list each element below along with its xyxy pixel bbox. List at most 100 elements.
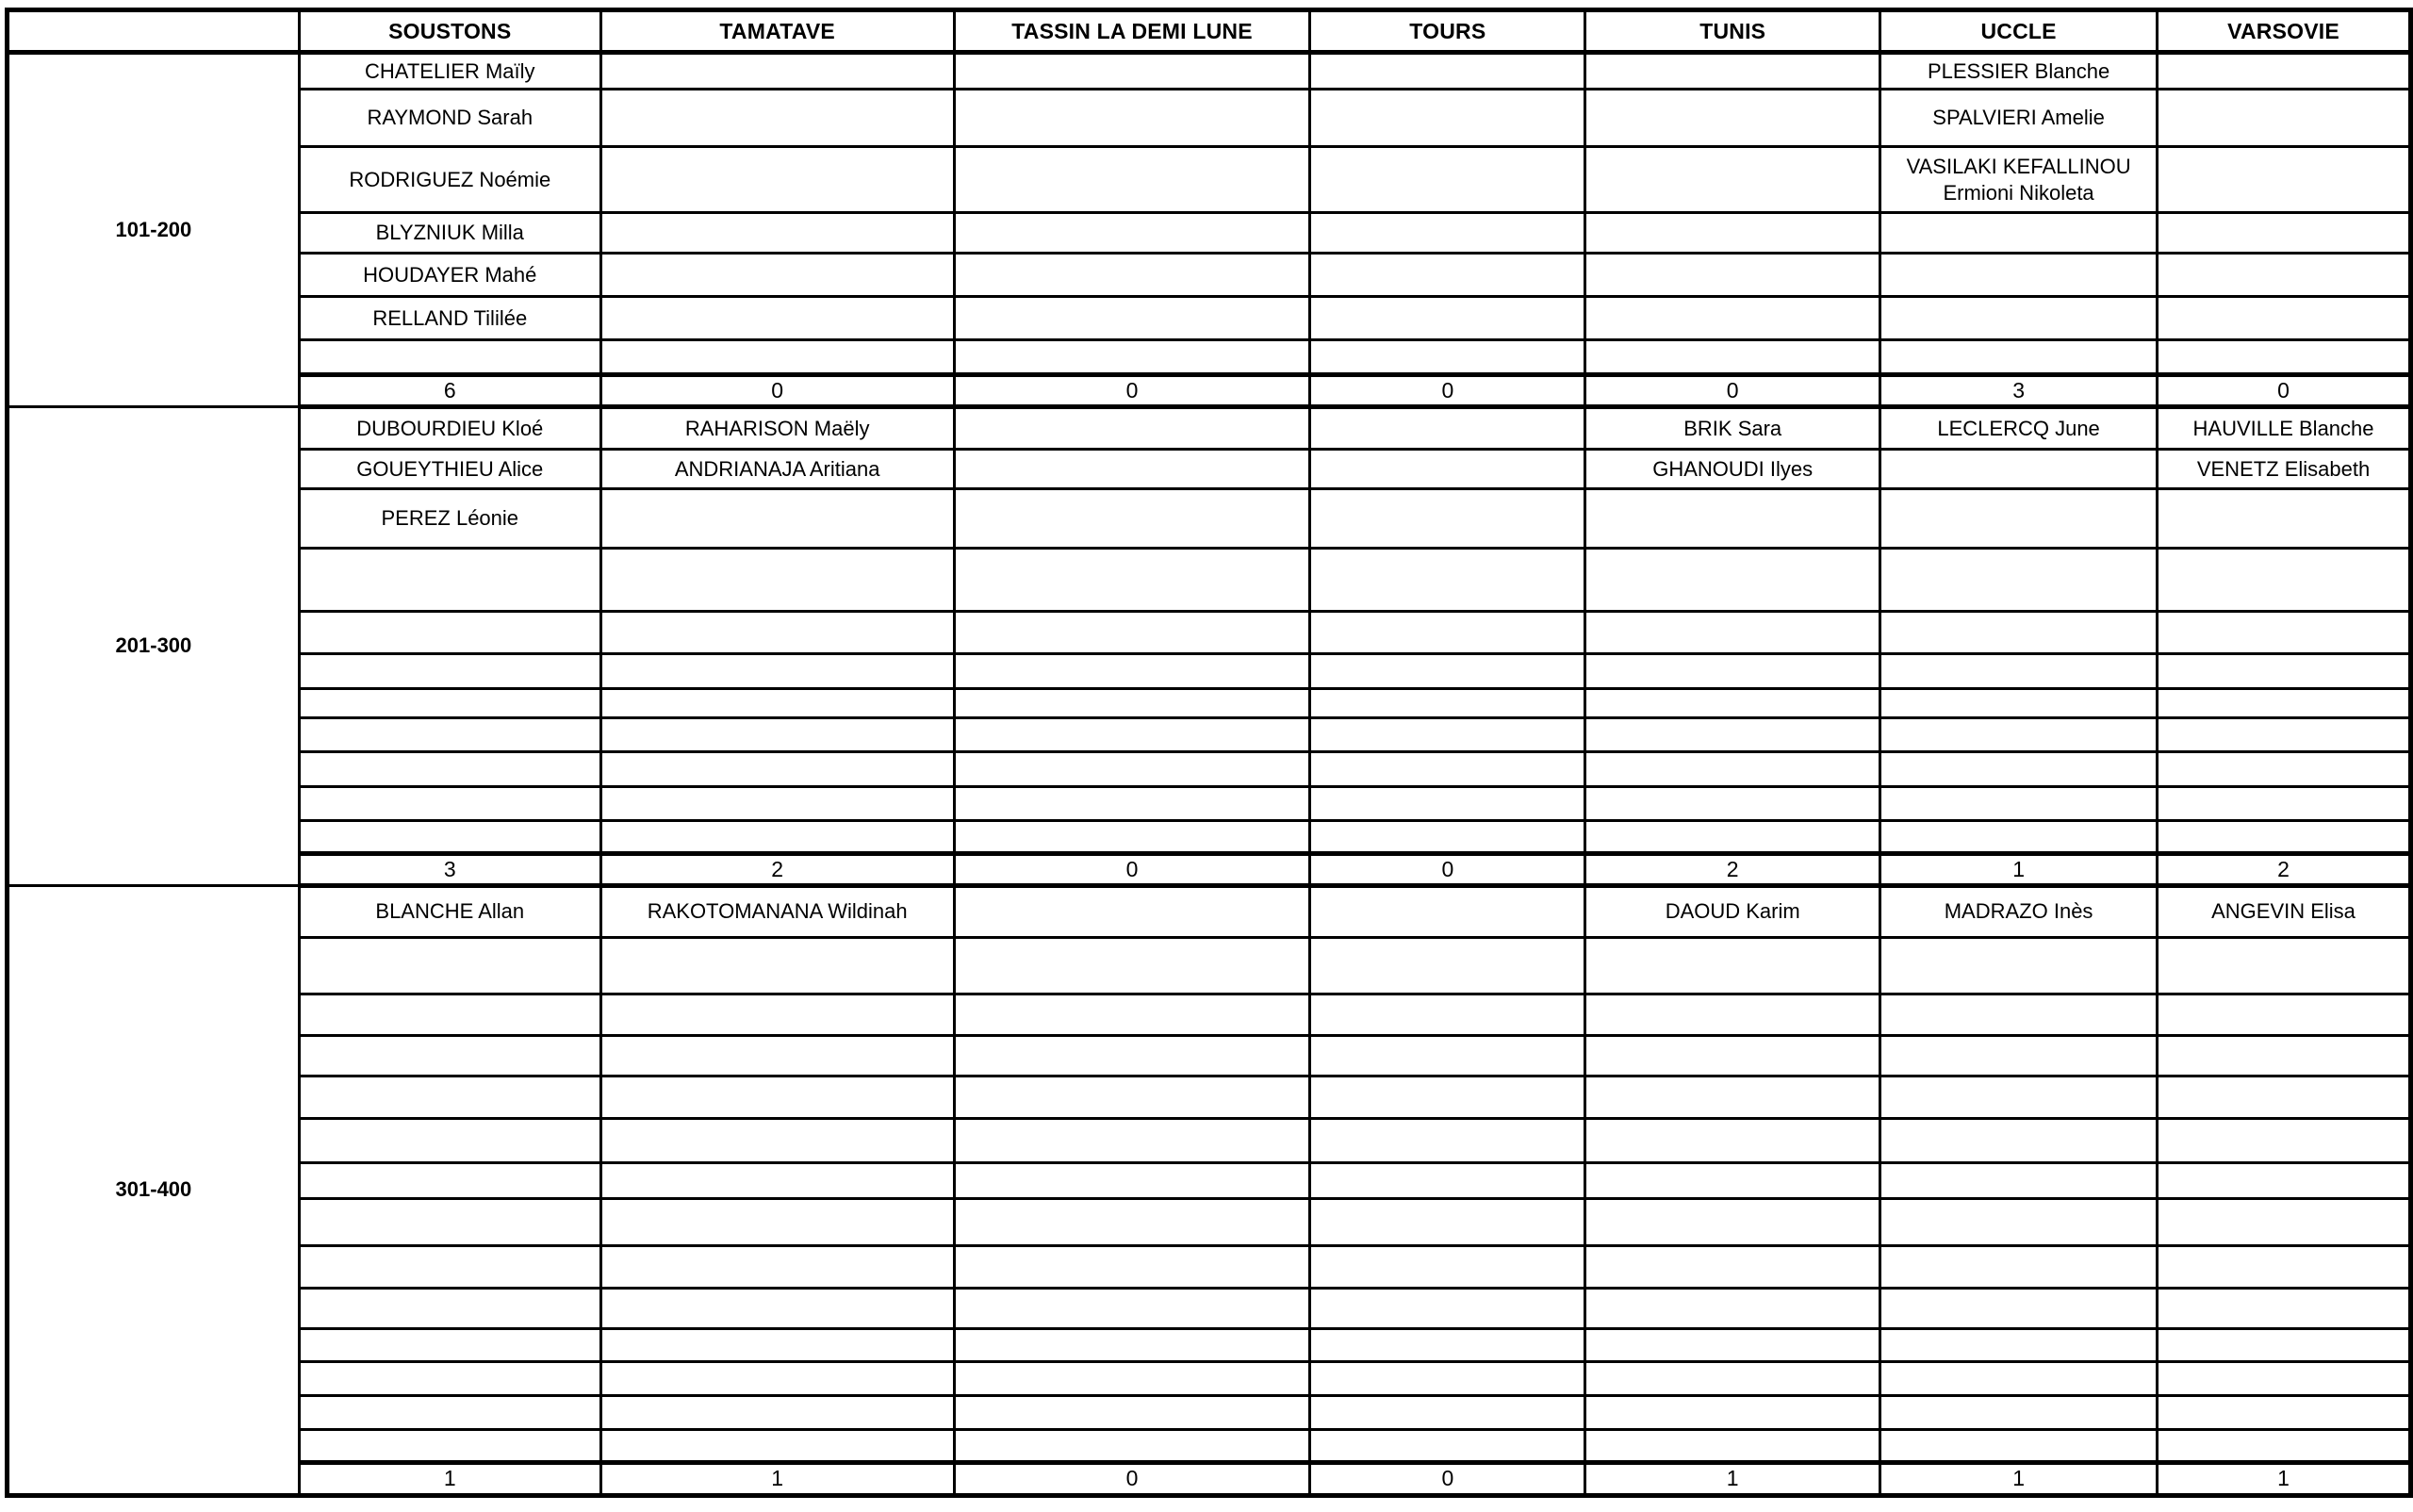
empty-cell xyxy=(1879,252,2159,298)
empty-cell xyxy=(599,211,956,255)
empty-cell xyxy=(2156,784,2412,822)
empty-cell xyxy=(297,1326,602,1363)
empty-cell xyxy=(297,784,602,822)
name-cell: BLYZNIUK Milla xyxy=(297,211,602,255)
empty-cell xyxy=(1879,295,2159,341)
empty-cell xyxy=(1584,338,1882,376)
empty-cell xyxy=(297,651,602,690)
total-cell: 0 xyxy=(1308,1459,1587,1498)
group-row xyxy=(8,1359,2412,1397)
group-row xyxy=(8,338,2412,376)
empty-cell xyxy=(952,88,1312,148)
empty-cell xyxy=(1308,749,1587,788)
empty-cell xyxy=(297,935,602,995)
empty-cell xyxy=(2156,51,2412,90)
empty-cell xyxy=(1308,88,1587,148)
empty-cell xyxy=(952,1286,1312,1330)
group-row xyxy=(8,1286,2412,1330)
empty-cell xyxy=(2156,1196,2412,1247)
empty-cell xyxy=(1879,1359,2159,1397)
empty-cell xyxy=(1584,715,1882,753)
empty-cell xyxy=(1308,818,1587,855)
empty-cell xyxy=(1879,609,2159,655)
empty-cell xyxy=(1308,486,1587,550)
empty-cell xyxy=(599,1196,956,1247)
name-cell: PEREZ Léonie xyxy=(297,486,602,550)
empty-cell xyxy=(1879,1116,2159,1164)
empty-cell xyxy=(2156,818,2412,855)
group-row: GOUEYTHIEU Alice ANDRIANAJA Aritiana GHANO… xyxy=(8,447,2412,490)
group-label-101-200: 101-200 xyxy=(6,51,301,408)
empty-cell xyxy=(1584,686,1882,719)
column-header-tassin-la-demi-lune: TASSIN LA DEMI LUNE xyxy=(952,8,1312,55)
empty-cell xyxy=(1308,1033,1587,1077)
empty-cell xyxy=(952,1243,1312,1290)
empty-cell xyxy=(1584,1326,1882,1363)
empty-cell xyxy=(952,546,1312,613)
empty-cell xyxy=(1584,211,1882,255)
empty-cell xyxy=(297,749,602,788)
empty-cell xyxy=(2156,609,2412,655)
empty-cell xyxy=(1584,252,1882,298)
name-cell: ANGEVIN Elisa xyxy=(2156,883,2412,939)
empty-cell xyxy=(952,686,1312,719)
name-cell: RAKOTOMANANA Wildinah xyxy=(599,883,956,939)
empty-cell xyxy=(1308,992,1587,1037)
name-cell: RELLAND Tililée xyxy=(297,295,602,341)
empty-cell xyxy=(297,546,602,613)
empty-cell xyxy=(599,145,956,214)
total-cell: 0 xyxy=(952,372,1312,409)
name-cell: HOUDAYER Mahé xyxy=(297,252,602,298)
empty-cell xyxy=(1584,1196,1882,1247)
empty-cell xyxy=(952,749,1312,788)
empty-cell xyxy=(599,1393,956,1431)
column-header-varsovie: VARSOVIE xyxy=(2156,8,2412,55)
group-row: HOUDAYER Mahé xyxy=(8,252,2412,298)
empty-cell xyxy=(1584,1286,1882,1330)
empty-cell xyxy=(297,1243,602,1290)
empty-cell xyxy=(1308,1359,1587,1397)
empty-cell xyxy=(297,1359,602,1397)
empty-cell xyxy=(297,1393,602,1431)
group-row xyxy=(8,1160,2412,1200)
empty-cell xyxy=(952,784,1312,822)
total-cell: 1 xyxy=(297,1459,602,1498)
empty-cell xyxy=(599,51,956,90)
empty-cell xyxy=(2156,1393,2412,1431)
empty-cell xyxy=(599,252,956,298)
empty-cell xyxy=(297,1427,602,1464)
empty-cell xyxy=(2156,1359,2412,1397)
group-row xyxy=(8,992,2412,1037)
empty-cell xyxy=(952,404,1312,451)
group-row xyxy=(8,749,2412,788)
empty-cell xyxy=(1879,992,2159,1037)
empty-cell xyxy=(1308,609,1587,655)
group-row: 101-200 CHATELIER Maïly PLESSIER Blanche xyxy=(6,51,2412,408)
empty-cell xyxy=(297,1074,602,1120)
group-label-301-400: 301-400 xyxy=(6,883,301,1497)
empty-cell xyxy=(1308,935,1587,995)
empty-cell xyxy=(2156,1243,2412,1290)
empty-cell xyxy=(599,1359,956,1397)
name-cell: SPALVIERI Amelie xyxy=(1879,88,2159,148)
group-row xyxy=(8,686,2412,719)
empty-cell xyxy=(1879,686,2159,719)
empty-cell xyxy=(952,992,1312,1037)
empty-cell xyxy=(952,1359,1312,1397)
empty-cell xyxy=(297,1286,602,1330)
group-row: RODRIGUEZ Noémie VASILAKI KEFALLINOU Ermi… xyxy=(8,145,2412,214)
empty-cell xyxy=(1584,88,1882,148)
group-row xyxy=(8,1243,2412,1290)
group-row xyxy=(8,609,2412,655)
empty-cell xyxy=(1879,447,2159,490)
empty-cell xyxy=(952,715,1312,753)
name-cell: DUBOURDIEU Kloé xyxy=(297,404,602,451)
group-row xyxy=(8,1116,2412,1164)
total-cell: 2 xyxy=(1584,850,1882,888)
total-cell: 0 xyxy=(952,1459,1312,1498)
empty-cell xyxy=(297,686,602,719)
empty-cell xyxy=(2156,1326,2412,1363)
empty-cell xyxy=(1879,935,2159,995)
empty-cell xyxy=(1584,51,1882,90)
